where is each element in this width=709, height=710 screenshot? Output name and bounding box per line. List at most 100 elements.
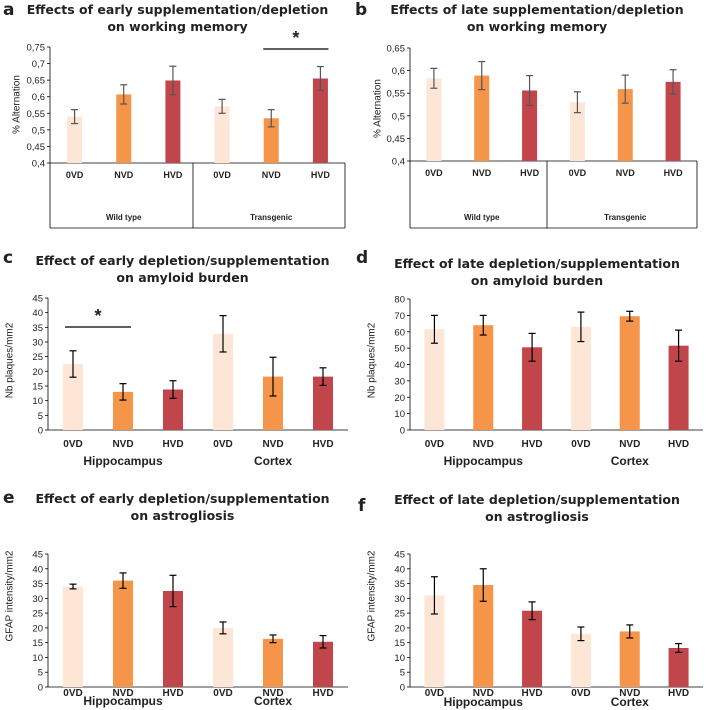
panel-c-significance-star: * bbox=[94, 306, 101, 326]
panel-b-category-label: NVD bbox=[616, 168, 636, 178]
panel-f-bar bbox=[668, 647, 689, 687]
panel-e-ytick-label: 25 bbox=[32, 609, 43, 620]
panel-d-ytick-label: 30 bbox=[394, 376, 405, 387]
panel-a-ytick-label: 0,75 bbox=[27, 43, 46, 54]
panel-f-group-label: Cortex bbox=[611, 695, 649, 709]
panel-b-group-label: Wild type bbox=[464, 213, 500, 222]
panel-b-ytick-label: 0,55 bbox=[387, 89, 406, 100]
panel-a-ytick-label: 0,4 bbox=[32, 159, 45, 170]
panel-a-group-label: Wild type bbox=[106, 213, 142, 222]
panel-b-category-label: 0VD bbox=[425, 168, 443, 178]
panel-e-ytick-label: 45 bbox=[32, 550, 43, 561]
panel-a-ytick-label: 0,55 bbox=[27, 109, 46, 120]
panel-f-ytick-label: 15 bbox=[394, 638, 405, 649]
panel-d-chart: 0 10 20 30 40 50 60 70 80 0VD NVD HVD 0VD NVD HVD Hippo… bbox=[394, 295, 703, 468]
panel-e-ytick-label: 35 bbox=[32, 579, 43, 590]
panel-e-ytick-label: 15 bbox=[32, 638, 43, 649]
panel-d-ytick-label: 80 bbox=[394, 295, 405, 306]
panel-b-bar bbox=[617, 89, 633, 161]
panel-b-ytick-label: 0,4 bbox=[392, 157, 405, 168]
panel-f-ytick-label: 20 bbox=[394, 623, 405, 634]
panel-c-bar bbox=[63, 364, 83, 430]
panel-c-bar bbox=[163, 389, 183, 430]
panel-c-group-label: Hippocampus bbox=[83, 454, 163, 468]
panel-b-bar bbox=[569, 102, 585, 161]
panel-b-bar bbox=[474, 75, 490, 161]
panel-d: d Effect of late depletion/supplementati… bbox=[355, 236, 709, 472]
panel-a-bar bbox=[263, 118, 279, 163]
panel-e-title: Effect of early depletion/supplementatio… bbox=[10, 490, 355, 524]
panel-a-significance-star: * bbox=[292, 28, 299, 48]
panel-letter-b: b bbox=[355, 0, 368, 20]
panel-e-ytick-label: 30 bbox=[32, 594, 43, 605]
panel-e-category-label: NVD bbox=[262, 688, 283, 699]
panel-f-bar bbox=[619, 631, 640, 687]
panel-f-title-line-1: Effect of late depletion/supplementation bbox=[394, 492, 680, 507]
panel-a-ytick-label: 0,6 bbox=[32, 92, 45, 103]
panel-f-category-label: 0VD bbox=[571, 688, 590, 699]
panel-e-category-label: HVD bbox=[312, 688, 333, 699]
panel-b-ytick-label: 0,65 bbox=[387, 44, 406, 55]
panel-e-ytick-label: 5 bbox=[38, 668, 43, 679]
panel-e-category-label: NVD bbox=[112, 688, 133, 699]
panel-letter-c: c bbox=[3, 248, 14, 268]
panel-d-bar bbox=[668, 345, 689, 430]
panel-a: a Effects of early supplementation/deple… bbox=[0, 0, 355, 236]
panel-d-ytick-label: 10 bbox=[394, 409, 405, 420]
panel-f-bar bbox=[424, 595, 445, 687]
panel-f-ytick-label: 5 bbox=[400, 668, 405, 679]
panel-c-bar bbox=[313, 376, 333, 430]
panel-e-title-line-2: on astrogliosis bbox=[130, 508, 235, 523]
panel-a-category-label: 0VD bbox=[66, 170, 84, 180]
panel-e-category-label: HVD bbox=[162, 688, 183, 699]
panel-b-category-label: HVD bbox=[664, 168, 684, 178]
panel-a-bar bbox=[214, 106, 230, 163]
panel-f-category-label: HVD bbox=[668, 688, 689, 699]
panel-e-group-label: Cortex bbox=[254, 694, 292, 708]
panel-c-category-label: 0VD bbox=[213, 439, 232, 450]
panel-d-title-line-1: Effect of late depletion/supplementation bbox=[394, 256, 680, 271]
panel-c-bar bbox=[263, 376, 283, 430]
panel-b-title: Effects of late supplementation/depletio… bbox=[365, 1, 709, 35]
panel-d-title-line-2: on amyloid burden bbox=[470, 273, 604, 288]
panel-d-category-label: NVD bbox=[473, 439, 494, 450]
panel-d-title: Effect of late depletion/supplementation… bbox=[365, 255, 709, 289]
panel-letter-a: a bbox=[3, 0, 15, 20]
panel-a-bar bbox=[116, 94, 132, 163]
panel-e-category-label: 0VD bbox=[63, 688, 82, 699]
panel-d-bar bbox=[570, 326, 591, 430]
panel-f-ytick-label: 10 bbox=[394, 653, 405, 664]
panel-f-category-label: HVD bbox=[522, 688, 543, 699]
panel-c-category-label: NVD bbox=[112, 439, 133, 450]
panel-a-title-line-2: on working memory bbox=[107, 19, 248, 34]
panel-b-title-line-2: on working memory bbox=[466, 19, 608, 34]
panel-a-bar bbox=[165, 80, 181, 163]
panel-f-ytick-label: 35 bbox=[394, 579, 405, 590]
panel-f-category-label: 0VD bbox=[425, 688, 444, 699]
panel-c-ytick-label: 0 bbox=[38, 426, 43, 437]
panel-a-chart: 0,4 0,45 0,5 0,55 0,6 0,65 0,7 0,75 0VD NVD HVD 0VD… bbox=[27, 28, 346, 229]
panel-c-ytick-label: 40 bbox=[32, 308, 43, 319]
panel-d-category-label: HVD bbox=[668, 439, 689, 450]
panel-e-bar bbox=[263, 638, 283, 687]
panel-b-bar bbox=[665, 81, 681, 161]
panel-a-category-label: NVD bbox=[114, 170, 134, 180]
panel-a-ytick-label: 0,65 bbox=[27, 76, 46, 87]
panel-d-category-label: HVD bbox=[522, 439, 543, 450]
panel-e-bar bbox=[113, 580, 133, 687]
panel-b-ytick-label: 0,6 bbox=[392, 66, 405, 77]
panel-c-category-label: 0VD bbox=[63, 439, 82, 450]
panel-d-category-label: 0VD bbox=[425, 439, 444, 450]
panel-b-group-label: Transgenic bbox=[604, 213, 647, 222]
panel-e-ytick-label: 10 bbox=[32, 653, 43, 664]
panel-b-category-label: NVD bbox=[472, 168, 492, 178]
panel-a-title-line-1: Effects of early supplementation/depleti… bbox=[26, 2, 329, 17]
panel-b-category-label: HVD bbox=[520, 168, 540, 178]
panel-c-title-line-1: Effect of early depletion/supplementatio… bbox=[35, 253, 330, 268]
panel-e-title-line-1: Effect of early depletion/supplementatio… bbox=[35, 491, 330, 506]
panel-b: b Effects of late supplementation/deplet… bbox=[355, 0, 709, 236]
panel-d-bar bbox=[473, 325, 494, 430]
panel-a-title: Effects of early supplementation/depleti… bbox=[0, 1, 355, 35]
